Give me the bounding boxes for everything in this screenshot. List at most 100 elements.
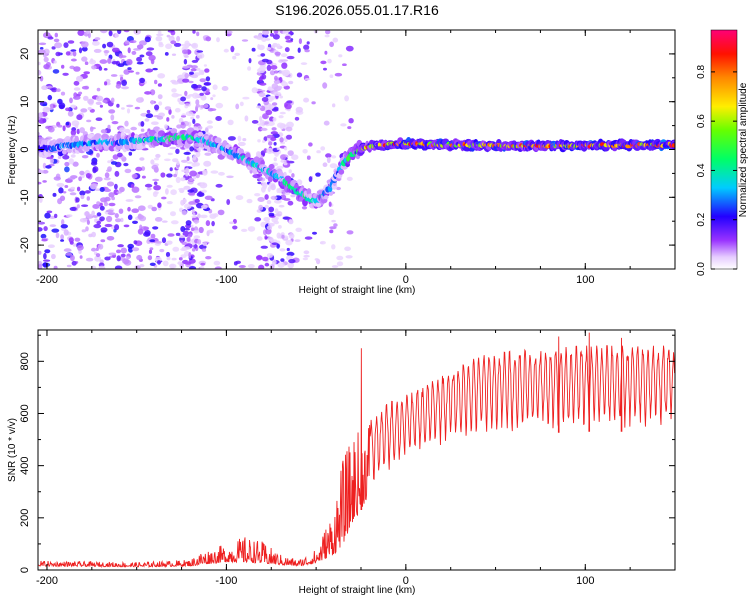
spectrogram-noise-blob: [183, 58, 188, 65]
spectrogram-noise-blob: [69, 97, 73, 104]
spectrogram-noise-blob: [320, 60, 327, 65]
spectrogram-noise-blob: [38, 136, 44, 141]
spectrogram-noise-blob: [223, 48, 229, 53]
spectrogram-noise-blob: [176, 35, 181, 42]
spectrogram-noise-blob: [268, 212, 275, 217]
spectrogram-noise-blob: [319, 240, 326, 245]
spectrogram-noise-blob: [186, 236, 191, 242]
y-tick-label: 400: [19, 456, 31, 474]
spectrogram-noise-blob: [270, 195, 278, 200]
spectrogram-noise-blob: [128, 70, 135, 73]
spectrogram-noise-blob: [47, 94, 53, 101]
spectrogram-noise-blob: [120, 247, 128, 254]
spectrogram-noise-blob: [155, 153, 161, 158]
spectrogram-noise-blob: [268, 222, 275, 227]
spectrogram-noise-blob: [274, 51, 281, 56]
snr-y-ticks: 0 200 400 600 800: [19, 334, 675, 573]
spectrogram-noise-blob: [161, 237, 167, 244]
spectrogram-noise-blob: [204, 152, 212, 156]
spectrogram-noise-blob: [332, 103, 336, 108]
spectrogram-noise-blob: [189, 170, 198, 177]
spectrogram-noise-blob: [199, 182, 208, 189]
spectrogram-noise-blob: [266, 47, 272, 50]
spectrogram-noise-blob: [117, 244, 124, 248]
spectrogram-noise-blob: [99, 205, 105, 211]
spectrogram-noise-blob: [271, 108, 279, 112]
spectrogram-noise-blob: [205, 36, 212, 42]
spectrogram-noise-blob: [276, 243, 280, 249]
spectrogram-noise-blob: [267, 236, 274, 242]
spectrogram-noise-blob: [191, 59, 199, 63]
spectrogram-noise-blob: [274, 75, 278, 81]
spectrogram-noise-blob: [172, 158, 179, 163]
spectrogram-noise-blob: [188, 80, 194, 84]
spectrogram-noise-blob: [193, 219, 200, 224]
spectrogram-noise-blob: [278, 115, 284, 119]
spectrogram-noise-blob: [70, 129, 77, 136]
spectrogram-noise-blob: [185, 220, 192, 226]
spectrogram-noise-blob: [124, 168, 132, 174]
spectrogram-noise-blob: [178, 101, 186, 105]
spectrogram-noise-blob: [96, 212, 102, 217]
spectrogram-noise-blob: [79, 255, 83, 259]
spectrogram-noise-blob: [196, 52, 205, 59]
spectrogram-noise-blob: [298, 38, 302, 45]
spectrogram-noise-blob: [175, 148, 180, 154]
spectrogram-noise-blob: [96, 87, 101, 92]
spectrogram-noise-blob: [143, 231, 151, 237]
spectrogram-noise-blob: [43, 64, 50, 70]
snr-series-line: [38, 332, 675, 569]
spectrogram-noise-blob: [284, 146, 288, 151]
spectrogram-noise-blob: [274, 199, 282, 204]
spectrogram-noise-blob: [150, 89, 156, 96]
spectrogram-noise-blob: [42, 103, 48, 107]
spectrogram-noise-blob: [103, 177, 111, 181]
spectrogram-noise-blob: [186, 161, 193, 164]
spectrogram-ridge-halo: [108, 145, 116, 152]
spectrogram-noise-blob: [166, 256, 171, 261]
spectrogram-noise-blob: [159, 248, 165, 253]
colorbar-tick-label: 0.0: [696, 262, 707, 276]
spectrogram-noise-blob: [336, 255, 344, 261]
spectrogram-noise-blob: [344, 95, 349, 102]
spectrogram-noise-blob: [198, 226, 204, 234]
spectrogram-noise-blob: [180, 226, 186, 232]
spectrogram-noise-blob: [165, 251, 171, 258]
spectrogram-noise-blob: [306, 41, 310, 45]
spectrogram-noise-blob: [122, 258, 130, 265]
spectrogram-noise-blob: [197, 213, 201, 219]
spectrogram-noise-blob: [111, 196, 115, 201]
spectrogram-noise-blob: [178, 257, 183, 261]
spectrogram-noise-blob: [47, 85, 53, 89]
y-tick-label: 20: [19, 48, 31, 60]
spectrogram-noise-blob: [207, 125, 213, 129]
spectrogram-noise-blob: [157, 73, 166, 79]
spectrogram-noise-blob: [188, 201, 196, 205]
spectrogram-noise-blob: [184, 72, 189, 79]
spectrogram-noise-blob: [166, 173, 173, 178]
spectrogram-noise-blob: [175, 232, 181, 236]
spectrogram-noise-blob: [73, 66, 81, 72]
spectrogram-noise-blob: [59, 195, 66, 202]
spectrogram-noise-blob: [157, 30, 162, 35]
spectrogram-noise-blob: [296, 179, 303, 186]
spectrogram-noise-blob: [187, 192, 195, 196]
spectrogram-noise-blob: [287, 262, 295, 269]
spectrogram-noise-blob: [195, 99, 200, 106]
spectrogram-noise-blob: [78, 47, 83, 54]
spectrogram-noise-blob: [178, 234, 186, 239]
spectrogram-noise-blob: [169, 167, 173, 172]
spectrogram-noise-blob: [144, 183, 153, 188]
spectrogram-noise-blob: [91, 210, 95, 217]
spectrogram-noise-blob: [74, 123, 79, 129]
spectrogram-noise-blob: [157, 202, 162, 208]
spectrogram-noise-blob: [170, 40, 177, 45]
spectrogram-noise-blob: [221, 86, 229, 91]
spectrogram-noise-blob: [180, 199, 185, 206]
spectrogram-noise-blob: [90, 127, 96, 130]
spectrogram-noise-blob: [44, 212, 51, 219]
spectrogram-noise-blob: [62, 155, 70, 160]
spectrogram-noise-blob: [63, 42, 69, 48]
spectrogram-noise-blob: [51, 253, 56, 260]
spectrogram-noise-blob: [152, 178, 160, 182]
